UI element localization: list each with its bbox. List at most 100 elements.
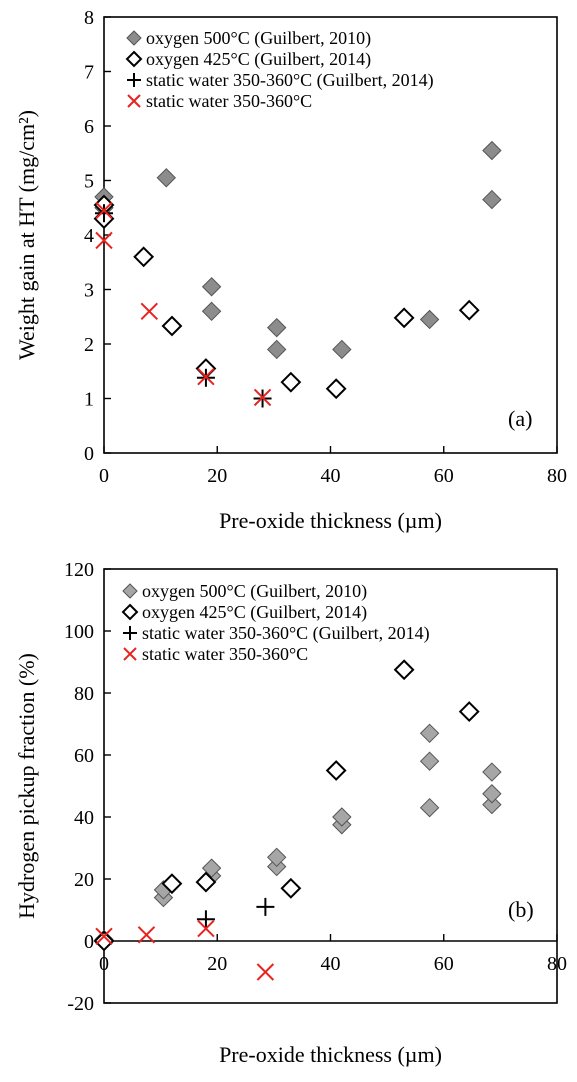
series-filled-diamond	[94, 140, 502, 360]
data-point	[196, 910, 215, 929]
x-axis-label: Pre-oxide thickness (µm)	[219, 1042, 442, 1067]
x-tick-label: 20	[207, 953, 227, 975]
data-point-d2	[95, 231, 113, 250]
legend-label: oxygen 500°C (Guilbert, 2010)	[142, 581, 367, 602]
data-point	[280, 371, 302, 393]
data-point-d2	[95, 201, 113, 220]
data-point	[201, 858, 222, 878]
data-point	[201, 277, 222, 297]
x-axis-label: Pre-oxide thickness (µm)	[219, 508, 442, 533]
data-point-d2	[95, 927, 113, 946]
y-tick-label: 6	[84, 116, 94, 138]
legend-marker	[121, 603, 139, 621]
y-tick-label: 5	[84, 171, 94, 193]
data-point	[95, 231, 113, 250]
legend-marker	[123, 626, 137, 640]
legend-marker	[127, 94, 141, 108]
data-point-d2	[197, 367, 215, 386]
x-tick-label: 40	[321, 953, 341, 975]
data-point	[482, 762, 502, 782]
y-tick-label: 0	[84, 931, 94, 953]
legend-label: oxygen 425°C (Guilbert, 2014)	[142, 602, 367, 623]
data-point	[482, 794, 502, 815]
data-point	[482, 189, 502, 210]
y-tick-label: 100	[64, 621, 94, 643]
series-x	[95, 919, 275, 981]
data-point	[325, 378, 347, 400]
y-tick-label: 120	[64, 559, 94, 581]
data-point-d2	[140, 302, 159, 321]
data-point-d2	[256, 963, 275, 981]
y-tick-label: 80	[74, 683, 94, 705]
legend-marker-d2	[127, 94, 141, 108]
legend-marker	[125, 50, 143, 68]
data-point	[133, 246, 155, 268]
y-tick-label: 3	[84, 280, 94, 302]
x-tick-label: 40	[321, 465, 341, 487]
data-point	[419, 309, 440, 330]
series-plus	[95, 204, 272, 408]
x-tick-label: 0	[99, 465, 109, 487]
legend-marker-d2	[123, 647, 137, 661]
data-point-d2	[197, 919, 215, 938]
data-point	[266, 317, 287, 338]
data-point	[419, 797, 440, 818]
data-point	[393, 659, 415, 681]
data-point	[419, 723, 440, 744]
panel-tag: (a)	[508, 406, 532, 431]
y-tick-label: 7	[84, 62, 94, 84]
legend-marker	[126, 30, 142, 46]
y-tick-label: 60	[74, 745, 94, 767]
legend-marker	[123, 647, 137, 661]
x-tick-label: 80	[547, 953, 567, 975]
data-point	[332, 807, 352, 827]
y-tick-label: 0	[84, 443, 94, 465]
data-point	[197, 367, 215, 386]
x-tick-label: 80	[547, 465, 567, 487]
data-point	[332, 339, 352, 360]
data-point	[482, 784, 502, 804]
data-point	[325, 760, 347, 781]
data-point	[280, 877, 302, 899]
legend-label: static water 350-360°C (Guilbert, 2014)	[146, 70, 434, 91]
x-tick-label: 20	[207, 465, 227, 487]
legend: oxygen 500°C (Guilbert, 2010)oxygen 425°…	[121, 581, 430, 664]
data-point	[161, 873, 183, 895]
legend: oxygen 500°C (Guilbert, 2010)oxygen 425°…	[125, 28, 434, 111]
data-point	[253, 388, 272, 407]
data-point	[195, 871, 217, 893]
x-tick-label: 60	[434, 953, 454, 975]
y-tick-label: 4	[84, 225, 94, 247]
data-point	[95, 927, 113, 946]
data-point	[140, 302, 159, 321]
data-point	[256, 963, 275, 981]
y-axis-label: Weight gain at HT (mg/cm²)	[14, 110, 39, 360]
series-plus	[196, 897, 275, 929]
legend-label: oxygen 425°C (Guilbert, 2014)	[146, 49, 371, 70]
data-point	[393, 307, 415, 329]
series-open-diamond	[93, 659, 480, 952]
panel-tag: (b)	[508, 897, 534, 922]
y-tick-label: 40	[74, 807, 94, 829]
y-tick-label: 20	[74, 869, 94, 891]
series-filled-diamond	[94, 723, 502, 950]
data-point	[458, 701, 480, 723]
legend-label: static water 350-360°C (Guilbert, 2014)	[142, 623, 430, 644]
data-point	[93, 930, 115, 952]
data-point-d2	[253, 388, 272, 407]
y-tick-label: 1	[84, 389, 94, 411]
y-tick-label: 8	[84, 7, 94, 29]
y-tick-label: -20	[67, 993, 94, 1015]
data-point	[95, 204, 113, 223]
series-open-diamond	[93, 194, 480, 400]
plot-frame	[103, 568, 558, 1004]
legend-label: static water 350-360°C	[146, 91, 312, 111]
data-point	[266, 847, 287, 868]
data-point	[197, 919, 215, 938]
data-point	[201, 301, 222, 322]
data-point	[458, 299, 480, 321]
